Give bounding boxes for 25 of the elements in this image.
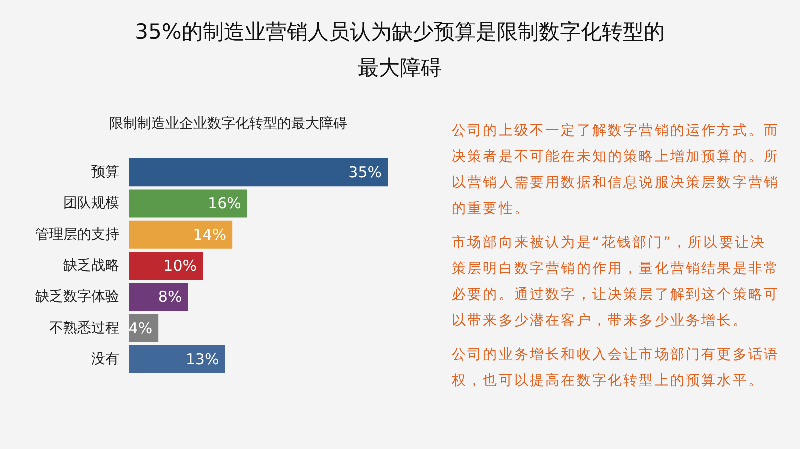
y-tick-label: 缺乏战略: [64, 258, 120, 274]
data-label: 14%: [193, 226, 227, 244]
bar: [129, 190, 248, 218]
bar: [129, 158, 388, 187]
data-label: 16%: [208, 194, 242, 213]
y-tick-label: 预算: [92, 164, 120, 181]
y-tick-label: 缺乏数字体验: [36, 289, 120, 306]
chart-title: 35%的制造业营销人员认为缺少预算是限制数字化转型的最大障碍: [135, 19, 665, 82]
chart-subtitle: 限制制造业企业数字化转型的最大障碍: [110, 116, 348, 132]
text: 公司的上级不一定了解数字营销的运作方式。而决策者是不可能在未知的策略上增加预算的。所以营销人需要用数据和信息说服决策层数字营销的重要性。: [452, 122, 780, 219]
text: 公司的业务增长和收入会让市场部门有更多话语权，也可以提高在数字化转型上的预算水平。: [452, 346, 780, 391]
data-label: 13%: [186, 350, 220, 368]
text: 市场部向来被认为是“花钱部门”，所以要让决策层明白数字营销的作用，量化营销结果是非常必要的。通过数字，让决策层了解到这个策略可以带来多少潜在客户，带来多少业务增长。: [452, 234, 780, 331]
data-label: 35%: [348, 164, 382, 182]
data-label: 4%: [128, 319, 153, 338]
bar: [129, 220, 233, 249]
bar: [129, 283, 188, 312]
y-tick-label: 管理层的支持: [36, 226, 120, 243]
bar: [129, 252, 203, 280]
y-tick-label: 没有: [92, 351, 120, 368]
y-tick-label: 团队规模: [64, 196, 120, 212]
y-tick-label: 不熟悉过程: [50, 320, 120, 336]
data-label: 8%: [158, 288, 182, 306]
data-label: 10%: [164, 257, 197, 275]
bar: [129, 345, 226, 374]
